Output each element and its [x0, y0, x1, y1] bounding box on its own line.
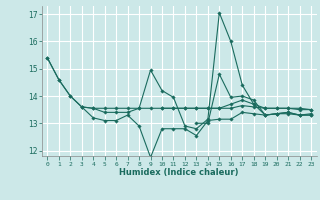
X-axis label: Humidex (Indice chaleur): Humidex (Indice chaleur) — [119, 168, 239, 177]
